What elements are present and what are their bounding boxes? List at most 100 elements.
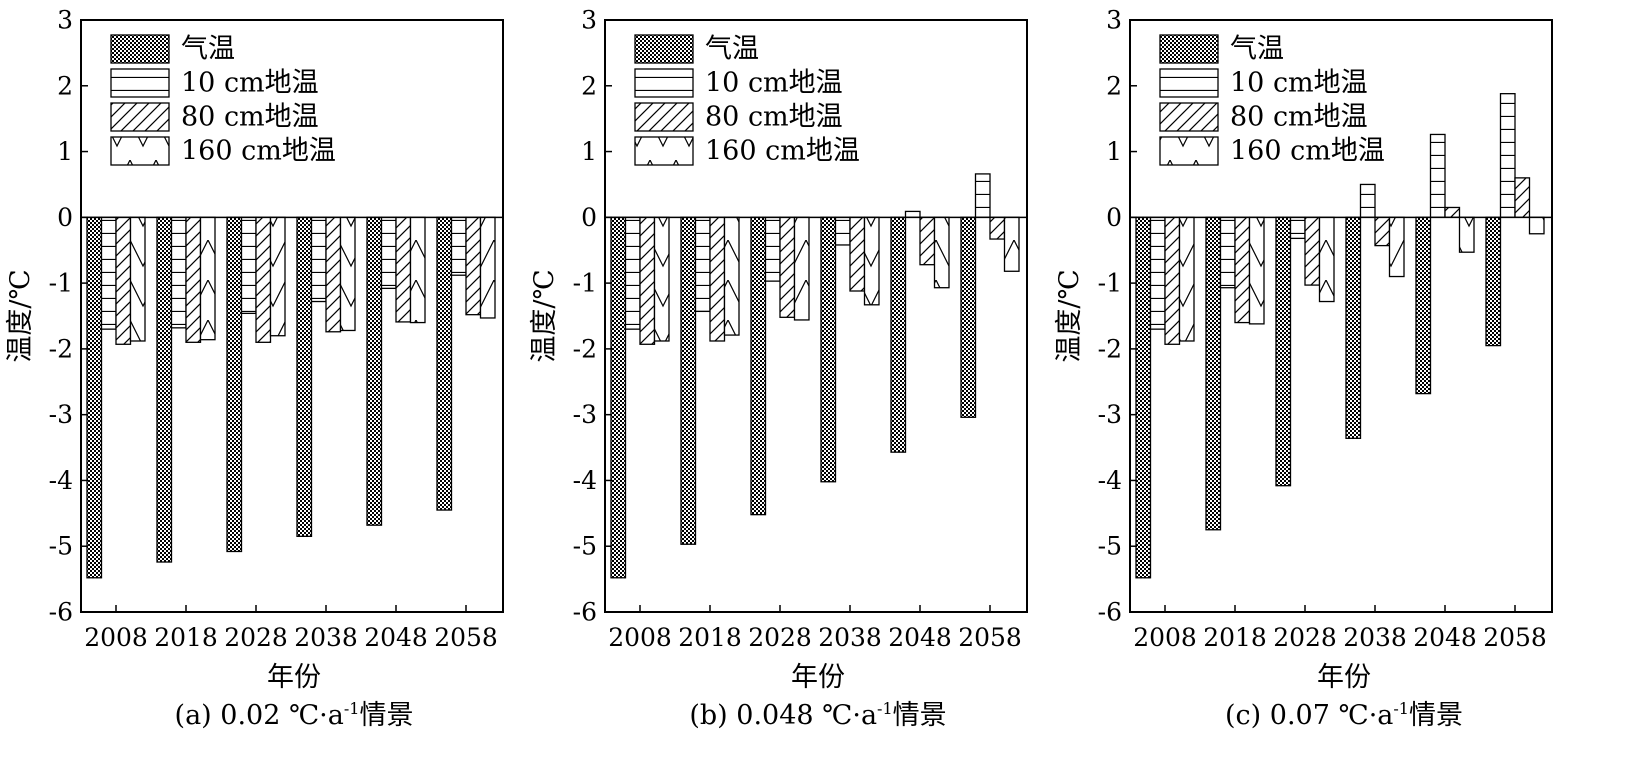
y-tick-label: 3	[57, 6, 73, 35]
x-tick-label: 2038	[1343, 623, 1407, 652]
y-tick-label: -6	[1098, 598, 1122, 627]
x-tick-label: 2028	[1273, 623, 1337, 652]
x-tick-label: 2048	[364, 623, 428, 652]
bar-2028-series-4	[269, 216, 286, 337]
bar-2008-series-4	[653, 216, 670, 342]
bar-2038-series-4	[339, 216, 356, 332]
x-tick-label: 2048	[888, 623, 952, 652]
bar-2008-series-1	[86, 216, 103, 579]
legend-label-3: 80 cm地温	[1230, 102, 1368, 133]
caption-suffix: 情景	[893, 700, 947, 731]
bar-2028-series-3	[779, 216, 796, 318]
caption-superscript: -1	[344, 699, 360, 718]
x-tick-label: 2028	[748, 623, 812, 652]
bar-2018-series-2	[170, 216, 187, 329]
bar-2038-series-2	[1359, 183, 1376, 218]
legend-swatch-1	[1159, 34, 1219, 64]
bar-2028-series-1	[1275, 216, 1292, 487]
bar-2038-series-1	[1345, 216, 1362, 439]
y-tick-label: -1	[1098, 269, 1122, 298]
bar-2008-series-1	[610, 216, 627, 579]
legend-label-4: 160 cm地温	[181, 136, 336, 167]
bar-2048-series-1	[1415, 216, 1432, 395]
x-tick-label: 2008	[1133, 623, 1197, 652]
bar-2048-series-2	[1429, 133, 1446, 218]
y-tick-label: 0	[581, 203, 597, 232]
bar-2008-series-1	[1135, 216, 1152, 579]
bar-2018-series-1	[156, 216, 173, 563]
bar-2008-series-2	[1149, 216, 1166, 330]
x-tick-label: 2018	[678, 623, 742, 652]
y-tick-label: 3	[581, 6, 597, 35]
bar-2048-series-4	[933, 216, 950, 289]
bar-2058-series-2	[974, 173, 991, 218]
bar-2008-series-2	[624, 216, 641, 330]
bar-2038-series-1	[820, 216, 837, 483]
bar-2048-series-3	[919, 216, 936, 266]
legend-swatch-4	[110, 136, 170, 166]
bar-2028-series-1	[226, 216, 243, 553]
y-tick-label: 2	[1106, 71, 1122, 100]
bar-2058-series-3	[989, 216, 1006, 240]
y-axis-title: 温度/℃	[5, 269, 36, 362]
bar-2018-series-4	[199, 216, 216, 341]
panel-caption: (c) 0.07 ℃·a-1情景	[1225, 699, 1463, 731]
y-tick-label: 0	[1106, 203, 1122, 232]
legend-label-2: 10 cm地温	[181, 68, 319, 99]
bar-2048-series-2	[904, 210, 921, 218]
x-tick-label: 2008	[608, 623, 672, 652]
bar-2058-series-2	[1499, 93, 1516, 218]
y-tick-label: -5	[573, 532, 597, 561]
legend-label-2: 10 cm地温	[1230, 68, 1368, 99]
bar-2058-series-4	[479, 216, 496, 319]
y-tick-label: 1	[57, 137, 73, 166]
bar-2058-series-1	[960, 216, 977, 418]
x-tick-label: 2018	[1203, 623, 1267, 652]
caption-prefix: (b) 0.048 ℃·a	[689, 700, 877, 731]
bar-2018-series-3	[709, 216, 726, 342]
x-axis-title: 年份	[1317, 662, 1371, 693]
y-tick-label: -4	[1098, 466, 1122, 495]
bar-2028-series-3	[1304, 216, 1321, 286]
bar-2018-series-2	[694, 216, 711, 313]
bar-2028-series-2	[764, 216, 781, 282]
legend-label-2: 10 cm地温	[705, 68, 843, 99]
bar-2058-series-2	[450, 216, 467, 276]
legend-swatch-1	[110, 34, 170, 64]
y-tick-label: -5	[1098, 532, 1122, 561]
bar-2058-series-3	[465, 216, 482, 316]
plot-frame	[1129, 19, 1553, 613]
plot-frame	[80, 19, 504, 613]
bar-2028-series-4	[793, 216, 810, 321]
x-tick-label: 2008	[84, 623, 148, 652]
bar-2028-series-3	[255, 216, 272, 343]
bar-2018-series-4	[1248, 216, 1265, 325]
bar-2038-series-3	[325, 216, 342, 333]
bar-2018-series-2	[1219, 216, 1236, 289]
y-tick-label: -3	[49, 400, 73, 429]
legend-swatch-2	[110, 68, 170, 98]
x-tick-label: 2038	[818, 623, 882, 652]
bar-2038-series-4	[1388, 216, 1405, 278]
bar-2018-series-1	[680, 216, 697, 545]
caption-prefix: (a) 0.02 ℃·a	[175, 700, 344, 731]
y-tick-label: 3	[1106, 6, 1122, 35]
y-tick-label: -5	[49, 532, 73, 561]
y-tick-label: -1	[573, 269, 597, 298]
legend-label-1: 气温	[705, 34, 759, 65]
legend-label-1: 气温	[181, 34, 235, 65]
bar-2048-series-4	[409, 216, 426, 324]
bar-2048-series-1	[890, 216, 907, 453]
x-tick-label: 2048	[1413, 623, 1477, 652]
x-tick-label: 2018	[154, 623, 218, 652]
caption-suffix: 情景	[359, 700, 413, 731]
bar-2058-series-3	[1514, 177, 1531, 218]
caption-prefix: (c) 0.07 ℃·a	[1225, 700, 1393, 731]
bar-2058-series-1	[436, 216, 453, 511]
bar-2018-series-1	[1205, 216, 1222, 531]
bar-2008-series-3	[1164, 216, 1181, 345]
y-tick-label: 2	[581, 71, 597, 100]
y-tick-label: 0	[57, 203, 73, 232]
y-tick-label: 2	[57, 71, 73, 100]
